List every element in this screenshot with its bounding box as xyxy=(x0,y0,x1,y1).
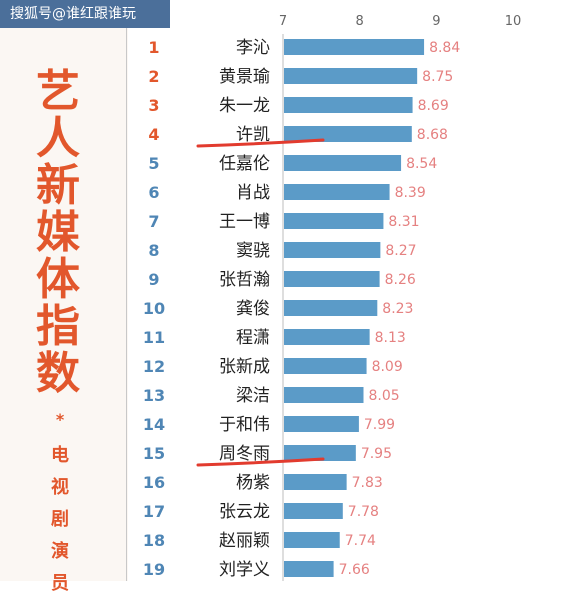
side-asterisk: * xyxy=(55,410,65,429)
value-label: 8.31 xyxy=(388,214,419,230)
rank-label: 11 xyxy=(143,328,165,347)
value-label: 8.75 xyxy=(422,69,453,85)
value-label: 8.13 xyxy=(375,330,406,346)
bar xyxy=(284,358,367,374)
side-subtitle-char: 电 xyxy=(51,445,69,466)
category-label: 龚俊 xyxy=(236,299,270,319)
value-label: 8.39 xyxy=(395,185,426,201)
rank-label: 15 xyxy=(143,444,165,463)
category-label: 刘学义 xyxy=(219,560,270,580)
category-label: 许凯 xyxy=(236,125,270,145)
bar xyxy=(284,155,402,171)
category-label: 赵丽颖 xyxy=(219,531,270,551)
bar xyxy=(284,329,370,345)
highlight-underline xyxy=(196,138,325,148)
category-label: 杨紫 xyxy=(236,473,270,493)
rank-label: 8 xyxy=(148,241,159,260)
bar xyxy=(284,184,390,200)
value-label: 7.74 xyxy=(345,533,376,549)
rank-label: 6 xyxy=(148,183,159,202)
rank-label: 18 xyxy=(143,531,165,550)
rank-label: 12 xyxy=(143,357,165,376)
side-subtitle-char: 剧 xyxy=(51,509,69,530)
bar xyxy=(284,416,359,432)
bar xyxy=(284,68,418,84)
bar xyxy=(284,532,340,548)
category-label: 梁洁 xyxy=(236,386,270,406)
value-label: 7.95 xyxy=(361,446,392,462)
bar xyxy=(284,242,381,258)
x-tick-label: 7 xyxy=(279,14,287,29)
rank-label: 13 xyxy=(143,386,165,405)
panel-divider xyxy=(126,0,127,581)
category-label: 张哲瀚 xyxy=(219,270,270,290)
value-label: 8.54 xyxy=(406,156,437,172)
x-tick-label: 8 xyxy=(356,14,364,29)
side-title-char: 指 xyxy=(36,301,80,352)
bar xyxy=(284,39,425,55)
value-label: 7.99 xyxy=(364,417,395,433)
side-title-char: 媒 xyxy=(36,207,80,258)
value-label: 8.27 xyxy=(385,243,416,259)
x-tick-label: 10 xyxy=(505,14,522,29)
side-subtitle-char: 视 xyxy=(51,477,69,498)
category-label: 窦骁 xyxy=(236,241,270,261)
rank-label: 5 xyxy=(148,154,159,173)
rank-label: 4 xyxy=(148,125,159,144)
x-tick-label: 9 xyxy=(432,14,440,29)
bar xyxy=(284,271,380,287)
bar xyxy=(284,213,384,229)
bar xyxy=(284,97,413,113)
category-label: 李沁 xyxy=(236,38,270,58)
category-label: 任嘉伦 xyxy=(219,154,270,174)
bar xyxy=(284,561,334,577)
rank-label: 19 xyxy=(143,560,165,579)
highlight-underline xyxy=(196,457,325,467)
bar xyxy=(284,445,356,461)
value-label: 8.23 xyxy=(382,301,413,317)
bar xyxy=(284,126,412,142)
side-title-char: 体 xyxy=(36,254,80,305)
category-label: 黄景瑜 xyxy=(219,67,270,87)
rank-label: 9 xyxy=(148,270,159,289)
category-label: 王一博 xyxy=(219,212,270,232)
side-title-char: 艺 xyxy=(36,66,80,117)
category-label: 肖战 xyxy=(236,183,270,203)
value-label: 8.68 xyxy=(417,127,448,143)
rank-label: 3 xyxy=(148,96,159,115)
bar-chart: 7 8 9 10 1 李沁 8.84 2 黄景瑜 8.75 3 朱一龙 8.69 4 许凯 8.68 5 任嘉伦 8… xyxy=(143,14,522,581)
bar xyxy=(284,387,364,403)
side-title-char: 数 xyxy=(36,348,80,399)
value-label: 8.69 xyxy=(418,98,449,114)
value-label: 8.84 xyxy=(429,40,460,56)
value-label: 7.66 xyxy=(339,562,370,578)
rank-label: 16 xyxy=(143,473,165,492)
bar xyxy=(284,300,378,316)
rank-label: 1 xyxy=(148,38,159,57)
category-label: 程潇 xyxy=(236,328,270,348)
value-label: 8.05 xyxy=(369,388,400,404)
rank-label: 7 xyxy=(148,212,159,231)
rank-label: 17 xyxy=(143,502,165,521)
side-title: 艺 人 新 媒 体 指 数 xyxy=(30,68,86,397)
bar xyxy=(284,474,347,490)
value-label: 7.83 xyxy=(352,475,383,491)
category-label: 张云龙 xyxy=(219,502,270,522)
side-title-char: 新 xyxy=(36,160,80,211)
side-subtitle-char: 演 xyxy=(51,541,69,562)
rank-label: 2 xyxy=(148,67,159,86)
category-label: 周冬雨 xyxy=(219,444,270,464)
watermark: 搜狐号@谁红跟谁玩 xyxy=(0,0,170,28)
value-label: 8.09 xyxy=(372,359,403,375)
category-label: 于和伟 xyxy=(219,415,270,435)
left-panel xyxy=(0,0,128,581)
category-label: 张新成 xyxy=(219,357,270,377)
value-label: 7.78 xyxy=(348,504,379,520)
category-label: 朱一龙 xyxy=(219,96,270,116)
bar xyxy=(284,503,343,519)
value-label: 8.26 xyxy=(385,272,416,288)
rank-label: 10 xyxy=(143,299,165,318)
rank-label: 14 xyxy=(143,415,165,434)
side-title-char: 人 xyxy=(36,113,80,164)
